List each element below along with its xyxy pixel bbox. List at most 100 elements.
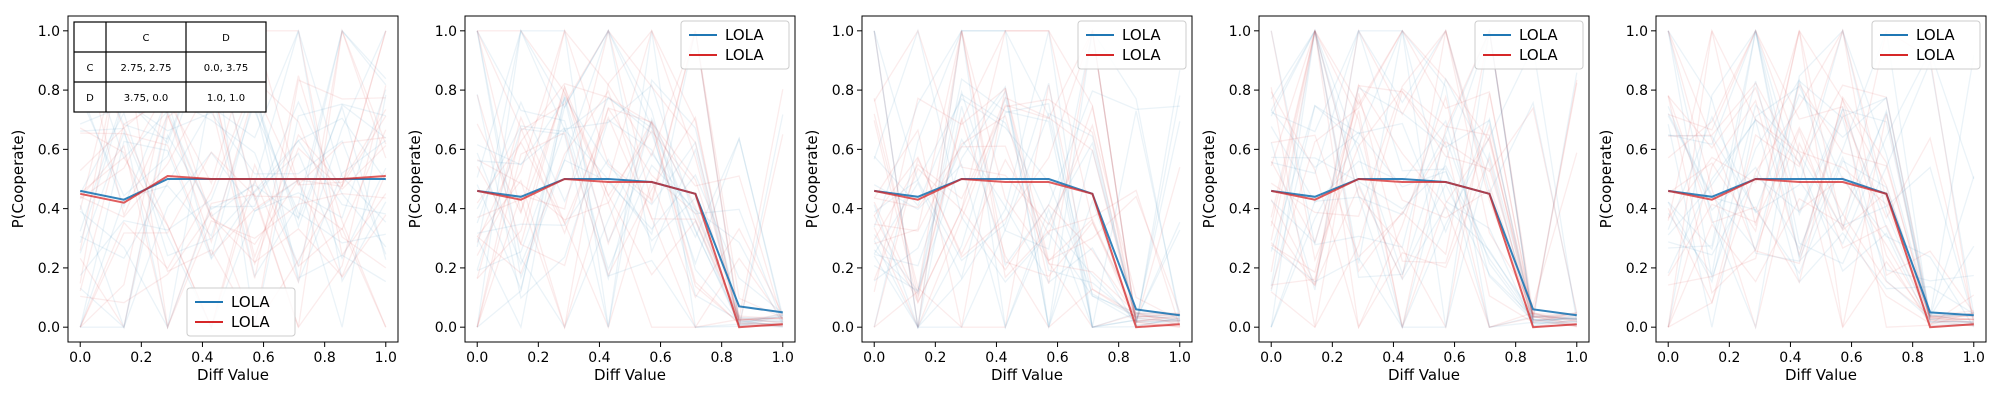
y-axis-label: P(Cooperate) — [406, 130, 424, 229]
run-line — [79, 82, 387, 329]
run-line — [1270, 29, 1577, 318]
legend: LOLA LOLA — [186, 287, 296, 337]
run-line — [1667, 29, 1974, 330]
run-line — [1668, 93, 1974, 324]
run-line — [1270, 28, 1577, 328]
legend-box — [1474, 20, 1584, 70]
x-tick-label: 0.2 — [527, 350, 549, 366]
run-line — [1270, 29, 1577, 328]
run-line — [1270, 30, 1577, 330]
run-line — [79, 85, 387, 278]
y-axis-label: P(Cooperate) — [1597, 130, 1615, 229]
legend-label: LOLA — [231, 293, 270, 311]
legend: LOLA LOLA — [1077, 20, 1187, 70]
legend-box — [1077, 20, 1187, 70]
run-line — [1270, 30, 1577, 317]
run-line — [476, 94, 784, 317]
run-line — [874, 138, 1180, 328]
y-tick-label: 0.2 — [1626, 261, 1648, 277]
run-line — [79, 111, 386, 257]
run-line — [873, 30, 1180, 328]
run-line — [80, 29, 387, 328]
background-runs — [476, 28, 784, 330]
run-line — [477, 116, 784, 326]
run-line — [79, 28, 387, 260]
y-tick-label: 1.0 — [435, 24, 457, 40]
run-line — [1270, 30, 1577, 329]
run-line — [79, 75, 387, 328]
legend-label: LOLA — [1916, 26, 1955, 44]
x-tick-label: 0.6 — [252, 350, 274, 366]
run-line — [1270, 90, 1577, 329]
x-axis-label: Diff Value — [991, 366, 1063, 384]
run-line — [476, 94, 783, 325]
run-line — [873, 77, 1180, 329]
table-row-header: D — [86, 93, 94, 104]
legend-label: LOLA — [231, 313, 270, 331]
series-line-1 — [1668, 178, 1974, 317]
run-line — [476, 141, 784, 330]
run-line — [874, 114, 1180, 328]
axes-frame — [1655, 15, 1987, 343]
run-line — [79, 28, 387, 328]
run-line — [873, 29, 1181, 322]
run-line — [79, 77, 387, 328]
run-line — [1270, 109, 1577, 323]
run-line — [476, 97, 783, 328]
run-line — [1667, 29, 1974, 321]
legend-label: LOLA — [1122, 26, 1161, 44]
legend-label: LOLA — [1519, 26, 1558, 44]
legend: LOLA LOLA — [1871, 20, 1981, 70]
y-tick-label: 0.8 — [1229, 83, 1251, 99]
run-line — [79, 30, 387, 260]
run-line — [1270, 28, 1577, 326]
series-line-1 — [874, 178, 1180, 317]
legend: LOLA LOLA — [680, 20, 790, 70]
run-line — [1667, 30, 1974, 323]
legend-label: LOLA — [1122, 46, 1161, 64]
x-tick-label: 1.0 — [1963, 350, 1985, 366]
y-axis-label: P(Cooperate) — [9, 130, 27, 229]
run-line — [873, 97, 1180, 319]
run-line — [476, 97, 783, 328]
chart-panel-4: 0.0 0.2 0.4 0.6 0.8 1.0 0.0 0.2 0.4 0.6 0.8 1.0 Diff… — [1200, 15, 1590, 384]
run-line — [873, 163, 1180, 330]
legend-box — [1871, 20, 1981, 70]
run-line — [1270, 30, 1577, 328]
run-line — [476, 115, 783, 328]
x-tick-label: 0.6 — [649, 350, 671, 366]
run-line — [1667, 118, 1974, 327]
y-tick-label: 0.6 — [832, 142, 854, 158]
run-line — [1667, 30, 1975, 322]
run-line — [79, 30, 387, 330]
x-tick-label: 0.2 — [1321, 350, 1343, 366]
run-line — [1667, 197, 1974, 328]
run-line — [1271, 106, 1578, 314]
run-line — [1667, 28, 1975, 319]
legend-label: LOLA — [1916, 46, 1955, 64]
x-tick-label: 1.0 — [1566, 350, 1588, 366]
series-line-1 — [1271, 178, 1577, 317]
run-line — [873, 98, 1180, 329]
run-line — [476, 84, 783, 327]
run-line — [79, 89, 387, 329]
run-line — [1667, 28, 1974, 329]
run-line — [1271, 30, 1577, 327]
run-line — [1270, 93, 1577, 323]
x-tick-label: 0.6 — [1840, 350, 1862, 366]
run-line — [1271, 110, 1577, 330]
series-line-1 — [477, 178, 783, 314]
x-tick-label: 0.4 — [191, 350, 213, 366]
run-line — [1270, 29, 1578, 316]
x-axis-label: Diff Value — [197, 366, 269, 384]
run-line — [1667, 118, 1975, 315]
run-line — [873, 30, 1180, 330]
run-line — [476, 28, 784, 330]
run-line — [1270, 30, 1577, 330]
table-col-header: C — [143, 33, 150, 44]
run-line — [1668, 82, 1974, 318]
run-line — [79, 84, 387, 283]
x-tick-label: 0.4 — [588, 350, 610, 366]
run-line — [873, 102, 1181, 328]
